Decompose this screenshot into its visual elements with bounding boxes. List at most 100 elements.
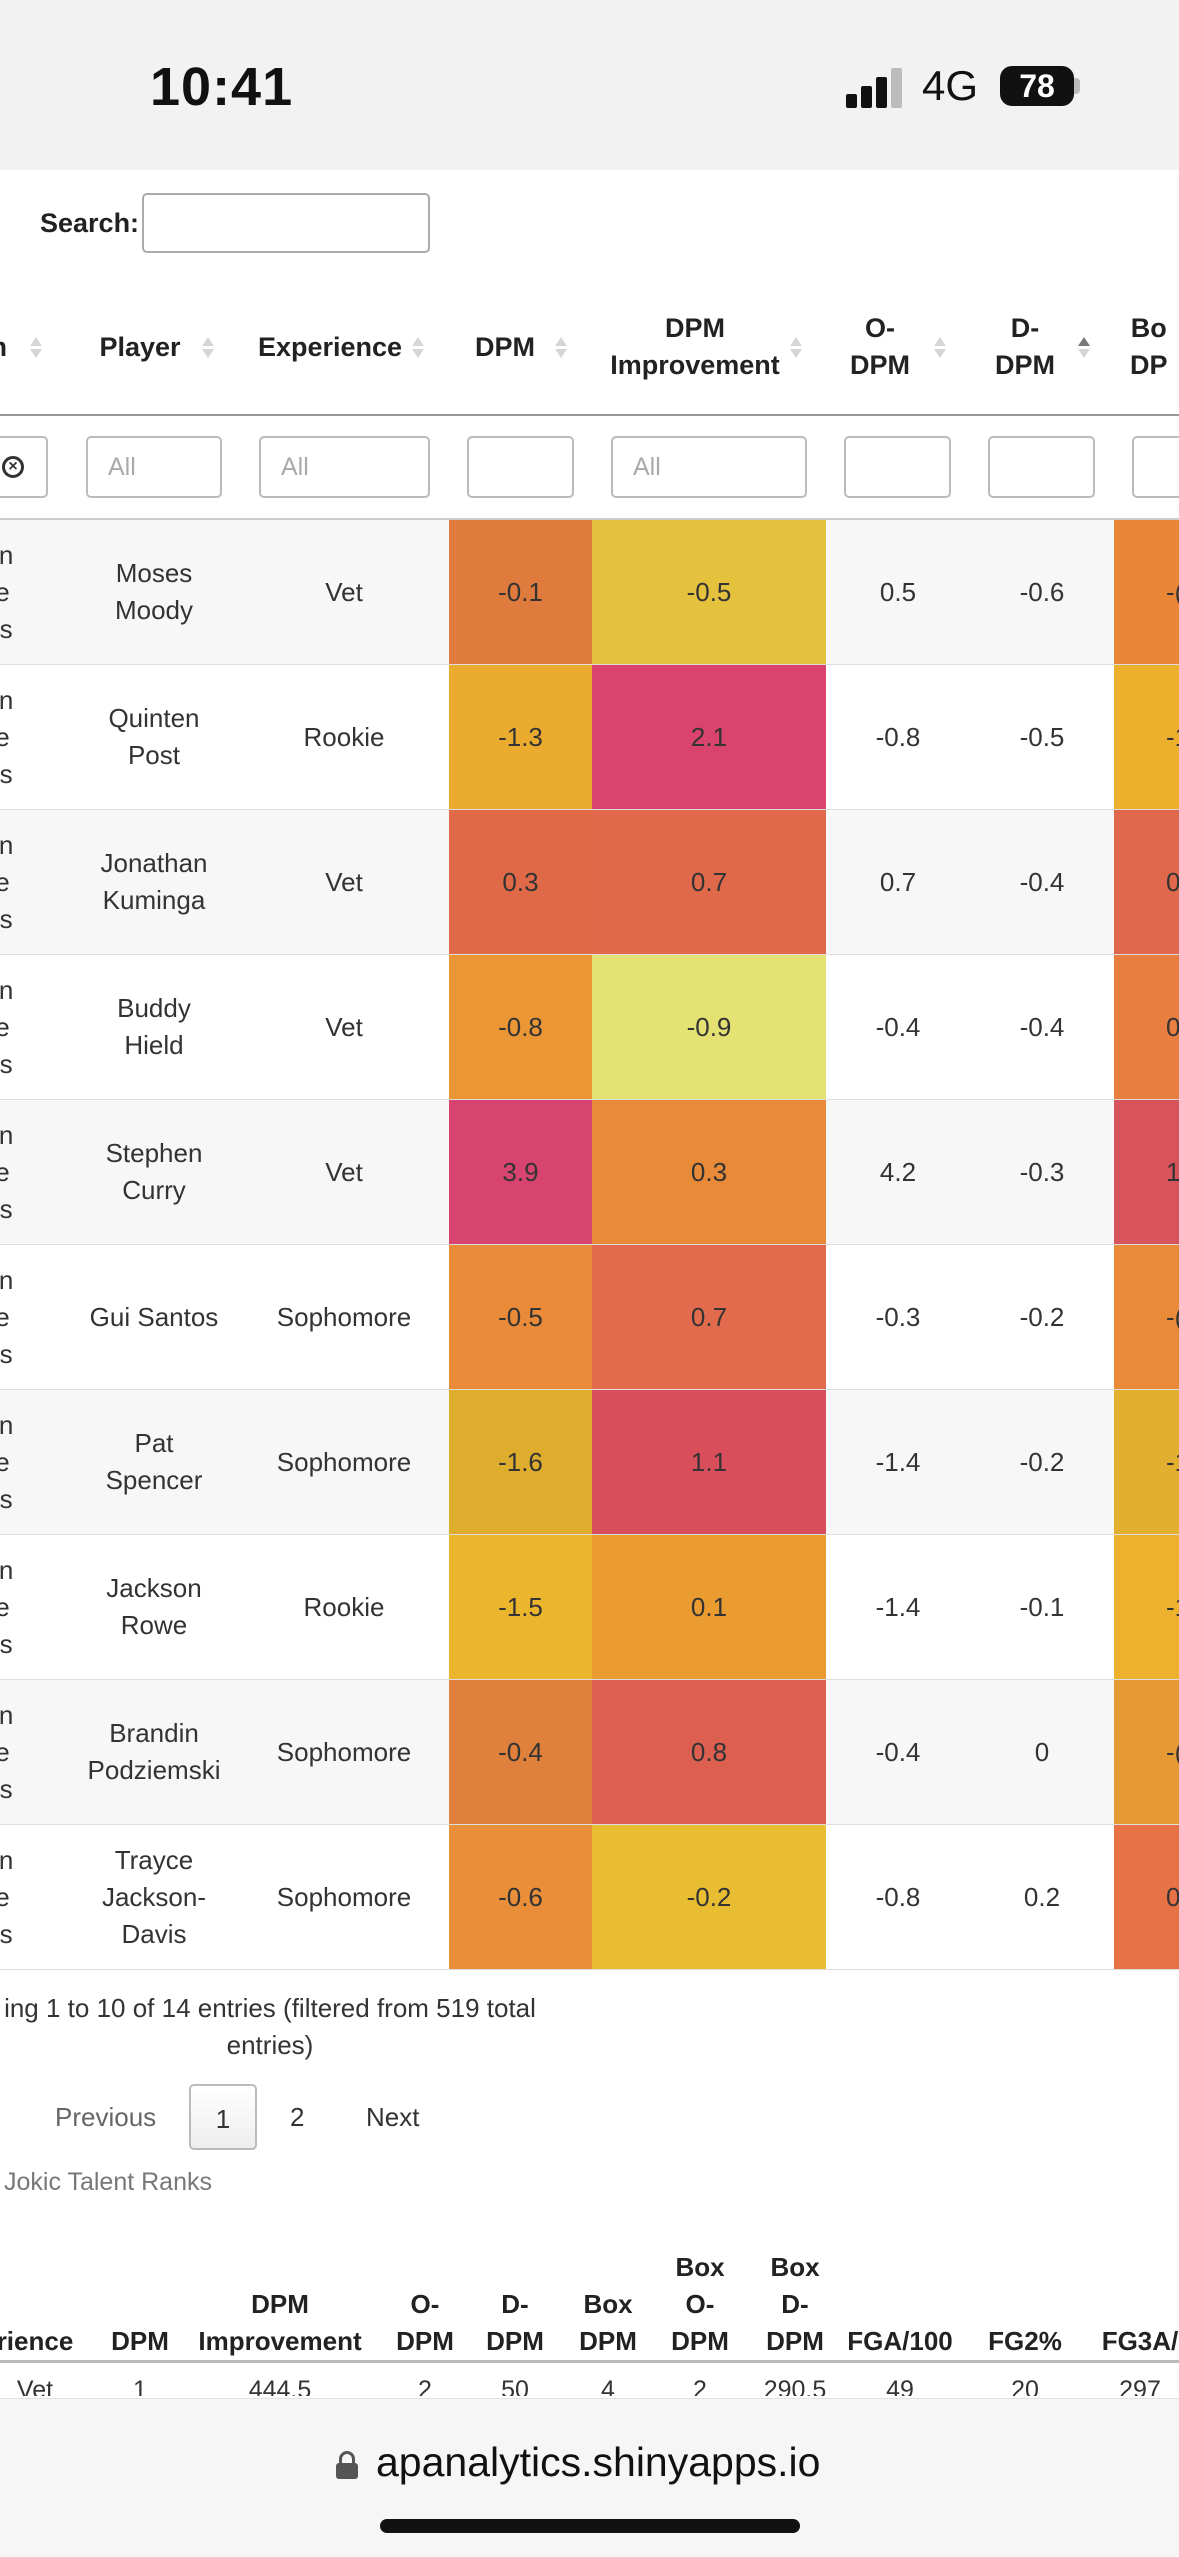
table-row: den ate iors Gui Santos Sophomore -0.50.7 -0… [0, 1245, 1179, 1390]
sort-asc-icon[interactable] [1078, 337, 1090, 361]
table2-cell: 2 [418, 2376, 432, 2396]
previous-page-button[interactable]: Previous [55, 2102, 157, 2132]
table2-header[interactable]: FGA/100 [847, 2326, 953, 2356]
table2-header[interactable]: DPM [111, 2326, 169, 2356]
table2-cell: 290.5 [763, 2376, 827, 2396]
status-bar: 10:41 4G 78 [0, 0, 1179, 170]
sort-icon[interactable] [412, 337, 424, 361]
table-row: den ate iors Quinten Post Rookie -1.32.1 -0.… [0, 665, 1179, 810]
table2-cell: 1 [133, 2376, 147, 2396]
o-dpm-cell: -1.4 [875, 1446, 921, 1477]
battery-icon: 78 [1000, 66, 1074, 106]
filter-o-dpm[interactable] [844, 436, 951, 498]
team-cell: den ate iors [0, 1119, 14, 1224]
table2-cell: 20 [1011, 2376, 1039, 2396]
o-dpm-cell: -0.4 [875, 1011, 921, 1042]
header-experience[interactable]: Experience [257, 331, 403, 362]
o-dpm-cell: 0.5 [879, 576, 917, 607]
dpm-cell: -0.1 [449, 520, 592, 664]
home-indicator[interactable] [380, 2519, 800, 2533]
dpm-cell: 0.3 [449, 810, 592, 954]
table2-header[interactable]: FG3A/ [1101, 2326, 1179, 2356]
table2-header[interactable]: Box D- DPM [766, 2252, 824, 2356]
experience-cell: Sophomore [276, 1446, 412, 1477]
player-cell: Buddy Hield [117, 993, 191, 1060]
experience-cell: Vet [325, 576, 363, 607]
table-row: den ate iors Buddy Hield Vet -0.8-0.9 -0.4 -0… [0, 955, 1179, 1100]
header-dpm-improvement[interactable]: DPM Improvement [610, 313, 780, 380]
sort-icon[interactable] [790, 337, 802, 361]
header-dpm[interactable]: DPM [475, 331, 535, 362]
table2-cell: Vet [16, 2376, 54, 2396]
clear-filters-button[interactable]: × [0, 436, 48, 498]
experience-cell: Rookie [303, 1591, 385, 1622]
filter-experience[interactable]: All [259, 436, 430, 498]
table-row: den ate iors Moses Moody Vet -0.1-0.5 0.5 -0.… [0, 520, 1179, 665]
table2-cell: 50 [501, 2376, 529, 2396]
table-row: den ate iors Brandin Podziemski Sophomore -… [0, 1680, 1179, 1825]
dpm-cell: 3.9 [449, 1100, 592, 1244]
dpm-improvement-cell: 1.1 [592, 1390, 826, 1534]
box-dpm-cell: -( [1114, 520, 1179, 664]
sort-icon[interactable] [555, 337, 567, 361]
filter-d-dpm[interactable] [988, 436, 1095, 498]
player-cell: Stephen Curry [105, 1138, 203, 1205]
d-dpm-cell: 0.2 [1023, 1881, 1061, 1912]
dpm-cell: -0.4 [449, 1680, 592, 1824]
search-label: Search: [40, 208, 140, 238]
table-row: den ate iors Pat Spencer Sophomore -1.61.1 -… [0, 1390, 1179, 1535]
divider [0, 518, 1179, 520]
divider [0, 414, 1179, 416]
dpm-improvement-cell: 0.7 [592, 810, 826, 954]
d-dpm-cell: -0.5 [1019, 721, 1065, 752]
url-bar[interactable]: apanalytics.shinyapps.io [0, 2398, 1179, 2557]
team-cell: den ate iors [0, 1699, 14, 1804]
page-2-button[interactable]: 2 [290, 2102, 305, 2132]
experience-cell: Vet [325, 866, 363, 897]
dpm-improvement-cell: -0.9 [592, 955, 826, 1099]
page-1-button[interactable]: 1 [189, 2084, 257, 2150]
sort-icon[interactable] [934, 337, 946, 361]
box-dpm-cell: -1 [1114, 665, 1179, 809]
dpm-improvement-cell: 0.1 [592, 1535, 826, 1679]
divider [0, 2360, 1179, 2363]
lock-icon [336, 2451, 358, 2479]
header-o-dpm[interactable]: O- DPM [850, 313, 910, 380]
filter-box-dpm[interactable] [1132, 436, 1179, 498]
table2-header[interactable]: O- DPM [396, 2289, 454, 2356]
search-input[interactable] [142, 193, 430, 253]
team-cell: den ate iors [0, 684, 14, 789]
table2-header[interactable]: Box O- DPM [671, 2252, 729, 2356]
sort-icon[interactable] [202, 337, 214, 361]
experience-cell: Vet [325, 1156, 363, 1187]
table2-header[interactable]: D- DPM [486, 2289, 544, 2356]
header-d-dpm[interactable]: D- DPM [995, 313, 1055, 380]
header-box-dpm[interactable]: Bo DP [1130, 313, 1168, 380]
table2-header[interactable]: DPM Improvement [198, 2289, 362, 2356]
header-team[interactable]: m [0, 280, 30, 414]
section-title: Jokic Talent Ranks [4, 2168, 212, 2196]
player-cell: Trayce Jackson- Davis [101, 1844, 207, 1949]
table2-header[interactable]: rience [0, 2326, 74, 2356]
table2-header[interactable]: Box DPM [579, 2289, 637, 2356]
header-player[interactable]: Player [99, 331, 181, 362]
sort-icon[interactable] [30, 337, 42, 361]
table2-cell: 4 [601, 2376, 615, 2396]
d-dpm-cell: 0 [1034, 1736, 1050, 1767]
network-type: 4G [922, 62, 979, 109]
table2-header[interactable]: FG2% [988, 2326, 1062, 2356]
d-dpm-cell: -0.4 [1019, 866, 1065, 897]
table-row: den ate iors Jackson Rowe Rookie -1.50.1 -1.… [0, 1535, 1179, 1680]
player-cell: Jackson Rowe [106, 1573, 202, 1640]
player-cell: Pat Spencer [105, 1428, 203, 1495]
team-cell: den ate iors [0, 1264, 14, 1369]
box-dpm-cell: 0 [1114, 810, 1179, 954]
table-info: ing 1 to 10 of 14 entries (filtered from… [4, 1993, 536, 2060]
filter-dpm[interactable] [467, 436, 574, 498]
player-cell: Quinten Post [108, 703, 200, 770]
filter-dpm-improvement[interactable]: All [611, 436, 807, 498]
player-cell: Gui Santos [89, 1301, 219, 1332]
next-page-button[interactable]: Next [366, 2102, 420, 2132]
dpm-improvement-cell: 0.7 [592, 1245, 826, 1389]
filter-player[interactable]: All [86, 436, 222, 498]
